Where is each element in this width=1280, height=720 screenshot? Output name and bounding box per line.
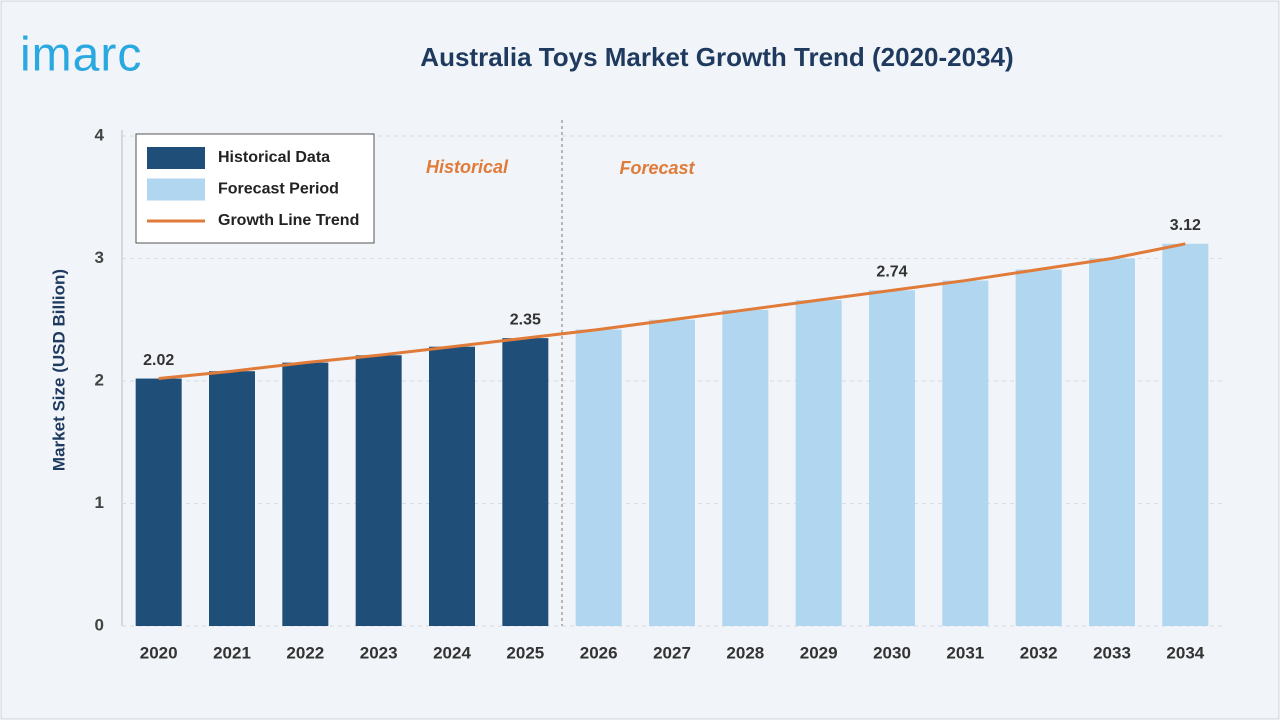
legend-label: Growth Line Trend [218,212,359,229]
x-tick-label: 2024 [433,643,471,662]
trend-line [158,242,1186,381]
annotation: Historical [426,157,509,177]
y-tick-label: 0 [95,615,104,634]
bar [209,371,255,626]
y-axis-label: Market Size (USD Billion) [49,269,68,471]
x-tick-label: 2028 [726,643,764,662]
x-tick-label: 2026 [580,643,618,662]
y-tick-label: 4 [95,125,105,144]
x-tick-label: 2031 [946,643,984,662]
y-tick-label: 1 [95,493,104,512]
bar [942,280,989,626]
x-tick-label: 2032 [1020,643,1058,662]
x-tick-label: 2033 [1093,643,1131,662]
bar [135,378,182,626]
value-label: 3.12 [1170,217,1201,234]
bar [1015,269,1062,626]
value-label: 2.02 [143,352,174,369]
bar [575,329,622,626]
x-tick-label: 2029 [800,643,838,662]
y-tick-label: 2 [95,370,104,389]
x-tick-label: 2034 [1166,643,1204,662]
y-tick-label: 3 [95,248,104,267]
x-tick-label: 2021 [213,643,251,662]
bar [795,300,842,626]
x-tick-label: 2025 [506,643,544,662]
bar [1162,243,1209,627]
annotation: Forecast [619,158,695,178]
bar [649,319,695,626]
value-label: 2.74 [876,264,907,281]
legend-swatch [147,178,205,201]
x-tick-label: 2030 [873,643,911,662]
value-label: 2.35 [510,311,541,328]
x-tick-label: 2027 [653,643,691,662]
bar [1089,258,1135,626]
logo: imarc [20,29,142,82]
bar [355,355,402,626]
x-tick-label: 2022 [286,643,324,662]
legend-swatch [147,147,205,169]
bar [502,338,549,626]
legend-label: Forecast Period [218,181,339,198]
x-tick-label: 2023 [360,643,398,662]
chart-title: Australia Toys Market Growth Trend (2020… [420,42,1013,72]
x-tick-label: 2020 [140,643,178,662]
bar [722,309,769,626]
bar [282,362,329,626]
legend-label: Historical Data [218,149,330,166]
bar [429,346,475,626]
bar [869,290,915,626]
